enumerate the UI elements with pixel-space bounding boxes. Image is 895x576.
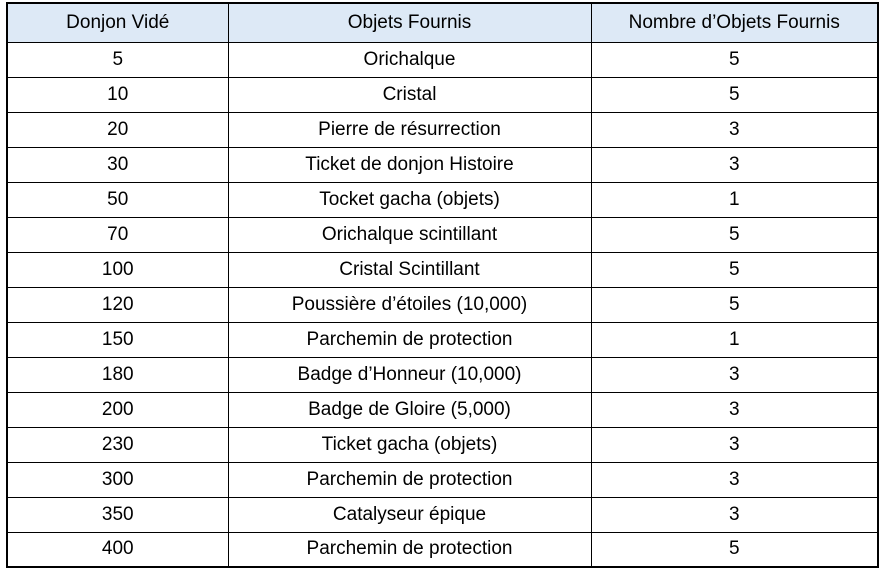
table-row: 350 Catalyseur épique 3 — [6, 496, 879, 533]
cell-donjon: 400 — [6, 531, 229, 568]
cell-donjon: 10 — [6, 76, 229, 113]
table-row: 30 Ticket de donjon Histoire 3 — [6, 146, 879, 183]
table-row: 150 Parchemin de protection 1 — [6, 321, 879, 358]
cell-nombre: 5 — [590, 286, 879, 323]
column-header-donjon: Donjon Vidé — [6, 2, 229, 43]
dungeon-rewards-table: Donjon Vidé Objets Fournis Nombre d’Objets… — [6, 2, 879, 568]
cell-donjon: 150 — [6, 321, 229, 358]
table-row: 300 Parchemin de protection 3 — [6, 461, 879, 498]
cell-nombre: 3 — [590, 461, 879, 498]
cell-objet: Orichalque — [227, 41, 592, 78]
cell-nombre: 3 — [590, 146, 879, 183]
cell-donjon: 30 — [6, 146, 229, 183]
table-row: 20 Pierre de résurrection 3 — [6, 111, 879, 148]
table-row: 230 Ticket gacha (objets) 3 — [6, 426, 879, 463]
cell-donjon: 20 — [6, 111, 229, 148]
table-row: 70 Orichalque scintillant 5 — [6, 216, 879, 253]
cell-nombre: 5 — [590, 41, 879, 78]
cell-donjon: 230 — [6, 426, 229, 463]
table-row: 10 Cristal 5 — [6, 76, 879, 113]
cell-objet: Cristal Scintillant — [227, 251, 592, 288]
cell-nombre: 5 — [590, 216, 879, 253]
cell-objet: Parchemin de protection — [227, 321, 592, 358]
column-header-nombre: Nombre d’Objets Fournis — [590, 2, 879, 43]
cell-objet: Pierre de résurrection — [227, 111, 592, 148]
table-row: 200 Badge de Gloire (5,000) 3 — [6, 391, 879, 428]
cell-donjon: 70 — [6, 216, 229, 253]
cell-donjon: 200 — [6, 391, 229, 428]
cell-nombre: 3 — [590, 356, 879, 393]
cell-donjon: 350 — [6, 496, 229, 533]
table-row: 180 Badge d’Honneur (10,000) 3 — [6, 356, 879, 393]
cell-nombre: 5 — [590, 531, 879, 568]
cell-nombre: 1 — [590, 321, 879, 358]
cell-donjon: 5 — [6, 41, 229, 78]
cell-objet: Ticket gacha (objets) — [227, 426, 592, 463]
cell-objet: Cristal — [227, 76, 592, 113]
cell-donjon: 180 — [6, 356, 229, 393]
cell-objet: Parchemin de protection — [227, 461, 592, 498]
cell-objet: Catalyseur épique — [227, 496, 592, 533]
cell-donjon: 100 — [6, 251, 229, 288]
cell-donjon: 50 — [6, 181, 229, 218]
table-row: 400 Parchemin de protection 5 — [6, 531, 879, 568]
cell-nombre: 3 — [590, 496, 879, 533]
header-row: Donjon Vidé Objets Fournis Nombre d’Objets… — [6, 2, 879, 43]
cell-nombre: 5 — [590, 76, 879, 113]
table-row: 5 Orichalque 5 — [6, 41, 879, 78]
cell-nombre: 3 — [590, 111, 879, 148]
table-header: Donjon Vidé Objets Fournis Nombre d’Objets… — [6, 2, 879, 43]
cell-objet: Tocket gacha (objets) — [227, 181, 592, 218]
cell-objet: Badge d’Honneur (10,000) — [227, 356, 592, 393]
cell-objet: Ticket de donjon Histoire — [227, 146, 592, 183]
cell-objet: Orichalque scintillant — [227, 216, 592, 253]
table-body: 5 Orichalque 5 10 Cristal 5 20 Pierre de résurr… — [6, 41, 879, 568]
cell-nombre: 3 — [590, 391, 879, 428]
cell-nombre: 3 — [590, 426, 879, 463]
table-row: 50 Tocket gacha (objets) 1 — [6, 181, 879, 218]
cell-nombre: 1 — [590, 181, 879, 218]
cell-objet: Poussière d’étoiles (10,000) — [227, 286, 592, 323]
table-row: 120 Poussière d’étoiles (10,000) 5 — [6, 286, 879, 323]
column-header-objet: Objets Fournis — [227, 2, 592, 43]
cell-donjon: 300 — [6, 461, 229, 498]
cell-objet: Badge de Gloire (5,000) — [227, 391, 592, 428]
cell-nombre: 5 — [590, 251, 879, 288]
cell-donjon: 120 — [6, 286, 229, 323]
table-row: 100 Cristal Scintillant 5 — [6, 251, 879, 288]
cell-objet: Parchemin de protection — [227, 531, 592, 568]
